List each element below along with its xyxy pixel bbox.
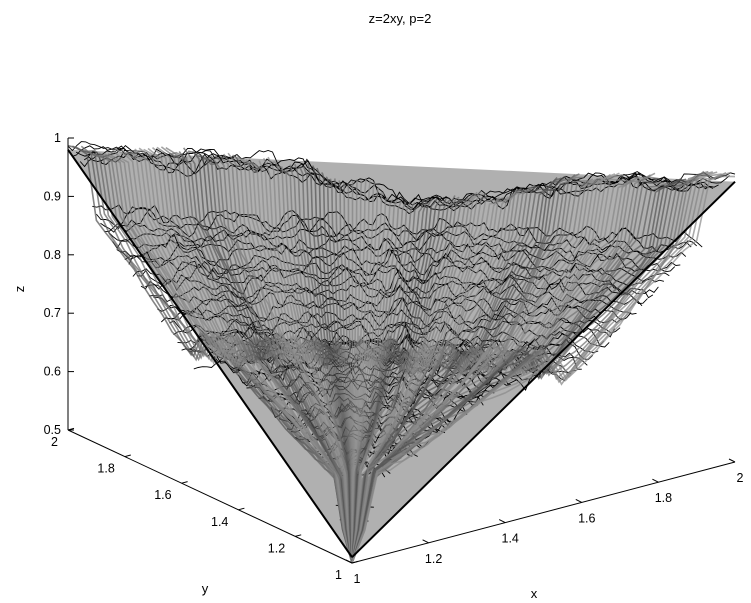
chart-title: z=2xy, p=2 xyxy=(369,11,432,26)
surface-strip xyxy=(351,180,678,564)
surface-strip xyxy=(351,199,425,564)
surface-strip xyxy=(232,154,353,564)
surface-strip xyxy=(351,171,731,564)
surface-strip xyxy=(351,176,660,564)
x-tick-mark xyxy=(728,458,736,463)
surface-strip xyxy=(351,171,727,564)
surface-strip xyxy=(351,191,478,564)
x-tick-mark xyxy=(652,478,659,483)
z-tick-label: 0.7 xyxy=(44,306,61,320)
surface-strip xyxy=(351,171,714,564)
surface-strip xyxy=(351,186,380,564)
surface-right-edge xyxy=(351,180,736,558)
surface-strip xyxy=(351,172,620,564)
x-tick-label: 1.2 xyxy=(425,552,442,566)
x-tick-mark xyxy=(345,559,353,564)
y-tick-label: 1 xyxy=(335,568,342,582)
y-tick-mark xyxy=(181,481,188,484)
y-tick-label: 1.6 xyxy=(154,488,171,502)
y-axis-line xyxy=(67,429,353,564)
y-tick-label: 1.4 xyxy=(211,515,228,529)
surface-left-edge xyxy=(67,149,353,558)
x-tick-mark xyxy=(422,539,429,544)
surface-strip xyxy=(351,178,629,564)
surface-strip xyxy=(351,184,536,564)
x-tick-mark xyxy=(575,498,583,503)
surface-strip xyxy=(351,193,487,564)
y-tick-mark xyxy=(295,534,302,537)
surface-strip xyxy=(351,176,584,564)
z-tick-label: 1 xyxy=(54,131,61,145)
x-ticks: 1 1.2 1.4 1.6 1.8 2 xyxy=(345,458,744,586)
surface-strip xyxy=(351,201,416,564)
surface-strip xyxy=(351,194,474,564)
y-ticks: 1 1.2 1.4 1.6 1.8 2 xyxy=(51,427,359,582)
surface-strip xyxy=(351,197,429,564)
surface-strip xyxy=(351,203,420,564)
x-tick-label: 1.8 xyxy=(655,491,672,505)
surface-strip xyxy=(351,180,589,564)
y-tick-mark xyxy=(351,560,359,564)
surface-strip xyxy=(214,154,353,564)
surface-strip xyxy=(351,198,394,564)
surface-mesh xyxy=(67,141,736,564)
surface-strip xyxy=(351,177,682,564)
y-tick-mark xyxy=(67,427,75,431)
z-tick-label: 0.8 xyxy=(44,248,61,262)
x-tick-mark xyxy=(498,519,506,524)
surface-strip xyxy=(351,200,412,564)
surface-strip xyxy=(334,178,353,564)
surface-strip xyxy=(351,173,580,564)
surface-strip xyxy=(351,199,442,564)
surface-strip xyxy=(351,177,558,564)
x-tick-label: 1.4 xyxy=(502,532,519,546)
y-tick-mark xyxy=(238,507,245,511)
surface-strip xyxy=(351,177,367,564)
x-tick-label: 2 xyxy=(737,471,744,485)
surface-strip xyxy=(351,197,469,564)
surface-strip xyxy=(351,199,495,564)
y-axis-label: y xyxy=(202,581,209,596)
axes xyxy=(67,138,736,564)
surface-row xyxy=(149,291,626,324)
y-tick-mark xyxy=(124,454,131,458)
x-tick-label: 1 xyxy=(354,572,361,586)
z-tick-label: 0.9 xyxy=(44,189,61,203)
z-axis-label: z xyxy=(12,286,27,293)
surface-row xyxy=(132,260,648,304)
surface-strip xyxy=(351,190,483,564)
x-axis-label: x xyxy=(531,586,538,601)
y-tick-label: 2 xyxy=(51,435,58,449)
y-tick-label: 1.2 xyxy=(268,541,285,555)
surface-strip xyxy=(351,182,376,564)
x-axis-line xyxy=(351,461,736,564)
y-tick-label: 1.8 xyxy=(97,462,114,476)
surface-strip xyxy=(351,180,372,564)
surface-strip xyxy=(351,175,736,564)
z-tick-label: 0.5 xyxy=(44,423,61,437)
z-tick-label: 0.6 xyxy=(44,365,61,379)
z-ticks: 0.5 0.6 0.7 0.8 0.9 1 xyxy=(44,131,74,437)
x-tick-label: 1.6 xyxy=(578,511,595,525)
